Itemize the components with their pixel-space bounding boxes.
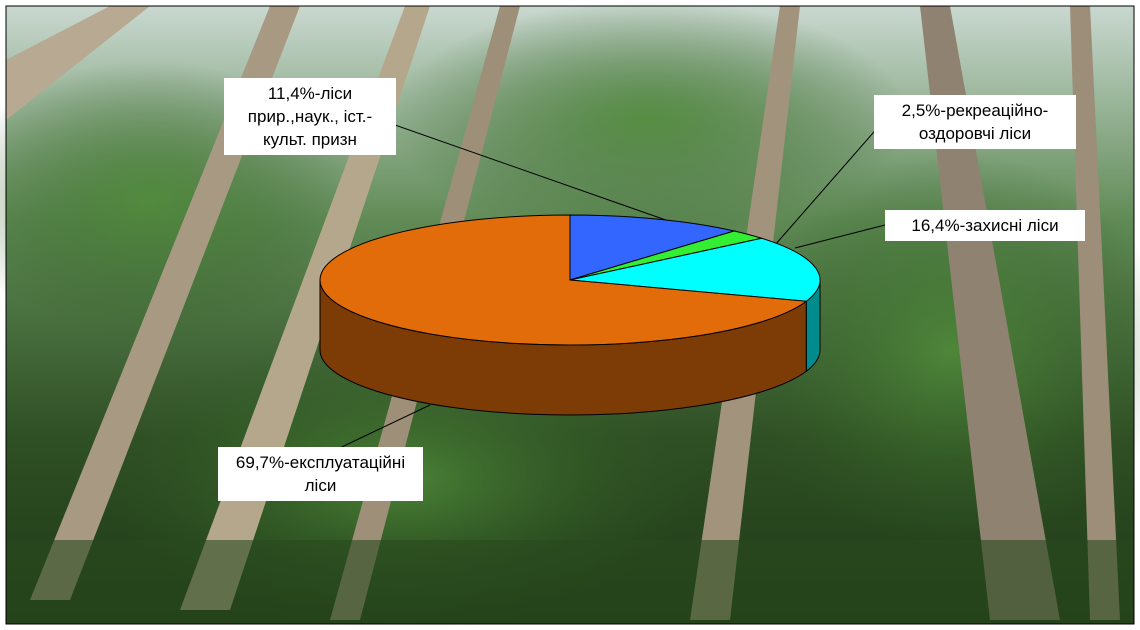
pie: [319, 214, 821, 416]
data-label: 16,4%-захисні ліси: [885, 210, 1085, 241]
pie-slice: [319, 214, 808, 346]
pie-slice: [569, 214, 737, 281]
leader-line: [324, 404, 431, 456]
leader-line: [394, 124, 681, 226]
leader-lines: [324, 124, 886, 456]
leader-line: [794, 224, 886, 249]
leader-line: [774, 124, 881, 246]
data-label: 69,7%-експлуатаційні ліси: [218, 447, 423, 501]
data-label: 2,5%-рекреаційно-оздоровчі ліси: [874, 95, 1076, 149]
data-label: 11,4%-ліси прир.,наук., іст.-культ. приз…: [224, 78, 396, 155]
